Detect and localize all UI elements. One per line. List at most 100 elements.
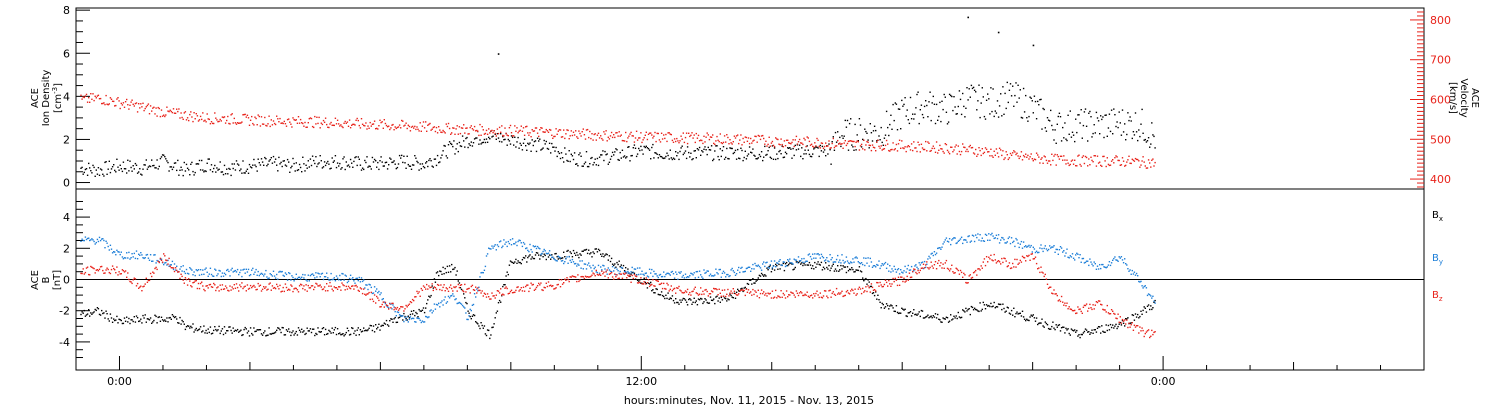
data-point	[366, 156, 368, 158]
data-point	[509, 290, 512, 293]
data-point	[258, 285, 260, 287]
data-point	[732, 152, 734, 155]
data-point	[401, 119, 403, 122]
data-point	[423, 321, 426, 323]
data-point	[725, 276, 727, 278]
data-point	[106, 103, 108, 105]
data-point	[1115, 259, 1117, 261]
data-point	[345, 331, 347, 334]
data-point	[272, 155, 275, 158]
data-point	[691, 303, 693, 305]
data-point	[844, 266, 846, 268]
data-point	[1109, 264, 1112, 267]
data-point	[728, 143, 730, 145]
data-point	[1145, 167, 1148, 169]
data-point	[868, 144, 870, 146]
data-point	[527, 284, 529, 286]
data-point	[630, 131, 632, 134]
data-point	[238, 290, 240, 292]
data-point	[163, 263, 165, 266]
data-point	[244, 272, 246, 274]
data-point	[1092, 265, 1094, 267]
data-point	[934, 313, 937, 315]
data-point	[825, 155, 827, 157]
data-point	[735, 291, 738, 293]
data-point	[1132, 273, 1135, 275]
data-point	[1118, 111, 1120, 113]
data-point	[898, 108, 901, 110]
data-point	[625, 267, 627, 269]
data-point	[1035, 250, 1038, 252]
data-point	[190, 285, 192, 287]
data-point	[371, 123, 374, 125]
data-point	[704, 272, 706, 274]
data-point	[425, 162, 427, 164]
data-point	[164, 319, 166, 321]
data-point	[307, 122, 309, 124]
data-point	[171, 267, 174, 269]
data-point	[738, 290, 740, 292]
data-point	[998, 303, 1001, 306]
data-point	[957, 240, 959, 242]
data-point	[522, 286, 525, 288]
data-point	[782, 261, 784, 263]
data-point	[1133, 160, 1136, 162]
data-point	[600, 274, 602, 276]
data-point	[1002, 303, 1004, 305]
data-point	[149, 105, 152, 107]
data-point	[218, 269, 220, 272]
data-point	[534, 140, 537, 142]
data-point	[1039, 271, 1041, 274]
data-point	[429, 310, 431, 312]
data-point	[1071, 131, 1074, 133]
data-point	[348, 334, 351, 336]
data-point	[867, 257, 869, 259]
data-point	[785, 290, 788, 292]
data-point	[993, 115, 995, 118]
data-point	[656, 132, 658, 135]
data-point	[459, 145, 462, 147]
data-point	[181, 275, 183, 278]
data-point	[590, 137, 592, 140]
data-point	[931, 147, 933, 150]
data-point	[191, 269, 193, 271]
data-point	[457, 280, 459, 282]
data-point	[728, 299, 730, 301]
data-point	[1068, 164, 1070, 167]
data-point	[413, 299, 415, 302]
data-point	[735, 273, 738, 275]
data-point	[760, 272, 763, 275]
data-point	[1063, 304, 1065, 306]
data-point	[833, 261, 836, 263]
data-point	[179, 169, 181, 171]
data-point	[285, 165, 288, 167]
data-point	[115, 319, 117, 321]
data-point	[539, 138, 541, 140]
data-point	[1041, 271, 1043, 273]
data-point	[86, 313, 89, 315]
data-point	[921, 113, 924, 116]
data-point	[959, 238, 962, 240]
data-point	[683, 141, 686, 144]
data-point	[907, 312, 909, 314]
data-point	[586, 165, 589, 168]
data-point	[147, 166, 150, 168]
data-point	[779, 259, 781, 261]
data-point	[596, 271, 599, 274]
data-point	[430, 160, 432, 162]
data-point	[683, 291, 686, 294]
data-point	[685, 291, 688, 293]
data-point	[840, 292, 842, 294]
data-point	[299, 278, 302, 280]
data-point	[129, 322, 131, 325]
data-point	[176, 108, 178, 110]
data-point	[497, 290, 500, 292]
data-point	[520, 125, 522, 127]
data-point	[938, 115, 940, 118]
data-point	[1102, 330, 1104, 333]
data-point	[334, 326, 337, 329]
data-point	[827, 268, 829, 270]
data-point	[484, 293, 487, 295]
data-point	[920, 267, 923, 269]
data-point	[1012, 262, 1014, 265]
